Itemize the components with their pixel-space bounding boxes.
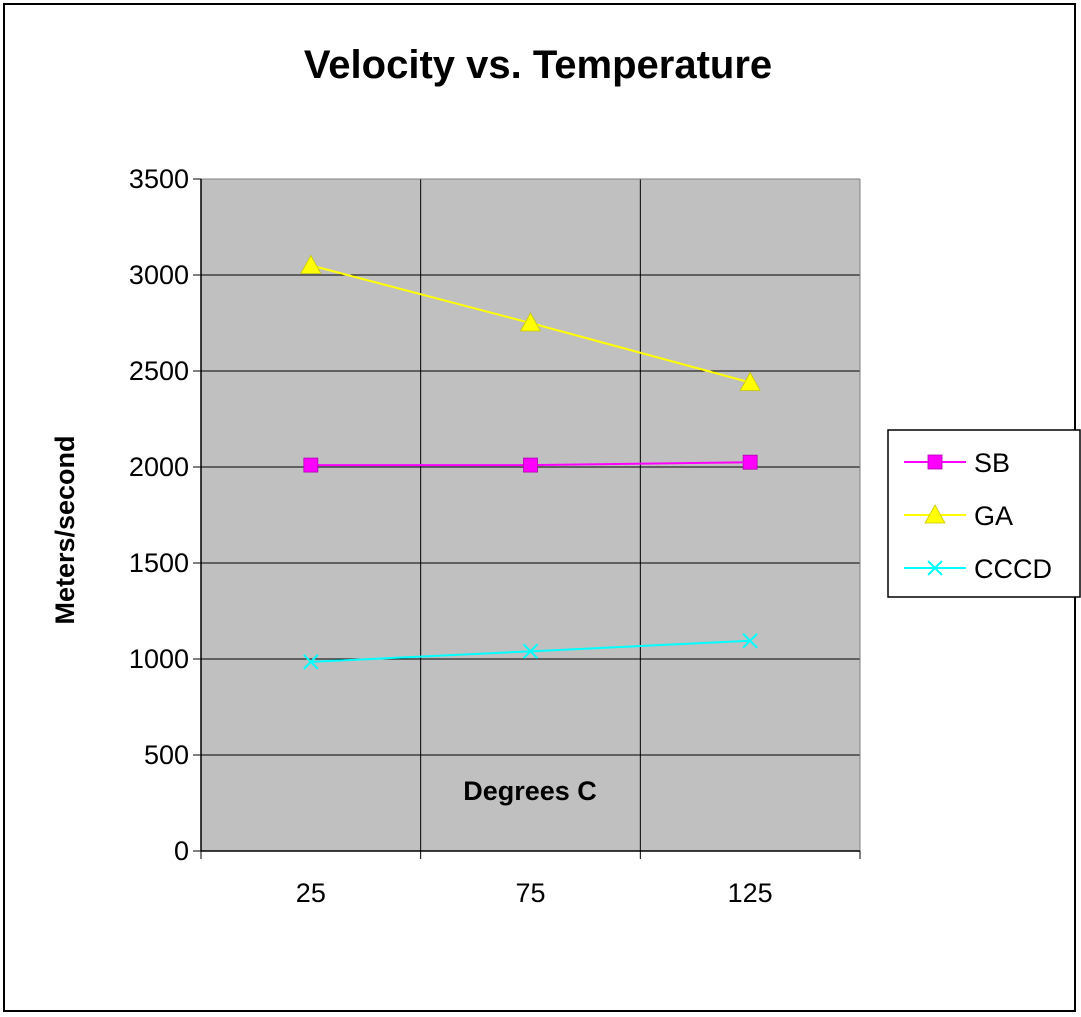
chart-title: Velocity vs. Temperature bbox=[304, 43, 772, 87]
y-tick-label: 3500 bbox=[129, 164, 189, 194]
y-axis-title: Meters/second bbox=[50, 435, 80, 624]
series-cccd bbox=[303, 633, 758, 670]
legend-entry: GA bbox=[904, 501, 1013, 531]
y-tick-label: 1000 bbox=[129, 644, 189, 674]
x-tick-label: 25 bbox=[296, 878, 326, 908]
legend-label: CCCD bbox=[974, 554, 1052, 584]
data-point bbox=[300, 254, 322, 274]
legend: SB GA CCCD bbox=[887, 429, 1081, 598]
legend-box bbox=[887, 429, 1081, 598]
plot-area bbox=[201, 179, 860, 851]
y-tick-label: 1500 bbox=[129, 548, 189, 578]
data-point bbox=[742, 633, 758, 649]
series bbox=[300, 254, 761, 670]
x-tick-label: 75 bbox=[515, 878, 545, 908]
x-tick-label: 125 bbox=[728, 878, 773, 908]
series-ga bbox=[300, 254, 761, 391]
x-marker-stroke bbox=[303, 654, 319, 670]
data-point bbox=[303, 457, 319, 473]
legend-label: SB bbox=[974, 448, 1010, 478]
axes bbox=[193, 178, 861, 859]
x-marker-stroke bbox=[522, 643, 539, 660]
y-tick-label: 0 bbox=[174, 836, 189, 866]
legend-marker bbox=[927, 454, 943, 470]
x-axis-title: Degrees C bbox=[463, 776, 597, 806]
series-sb bbox=[303, 454, 758, 473]
y-tick-labels: 0 500 1000 1500 2000 2500 3000 3500 bbox=[129, 164, 189, 866]
y-tick-label: 500 bbox=[144, 740, 189, 770]
data-point bbox=[739, 371, 761, 391]
legend-marker bbox=[927, 560, 943, 576]
legend-marker bbox=[924, 504, 946, 524]
x-marker-stroke bbox=[927, 560, 943, 576]
legend-label: GA bbox=[974, 501, 1013, 531]
data-point bbox=[522, 643, 539, 660]
data-point bbox=[523, 457, 538, 473]
data-point bbox=[519, 312, 542, 332]
y-tick-label: 3000 bbox=[129, 260, 189, 290]
legend-entry: CCCD bbox=[904, 554, 1052, 584]
data-point bbox=[742, 454, 758, 470]
y-tick-label: 2500 bbox=[129, 356, 189, 386]
x-marker-stroke bbox=[742, 633, 758, 649]
data-point bbox=[303, 654, 319, 670]
y-tick-label: 2000 bbox=[129, 452, 189, 482]
x-tick-labels: 25 75 125 bbox=[296, 878, 773, 908]
legend-entry: SB bbox=[904, 448, 1010, 478]
